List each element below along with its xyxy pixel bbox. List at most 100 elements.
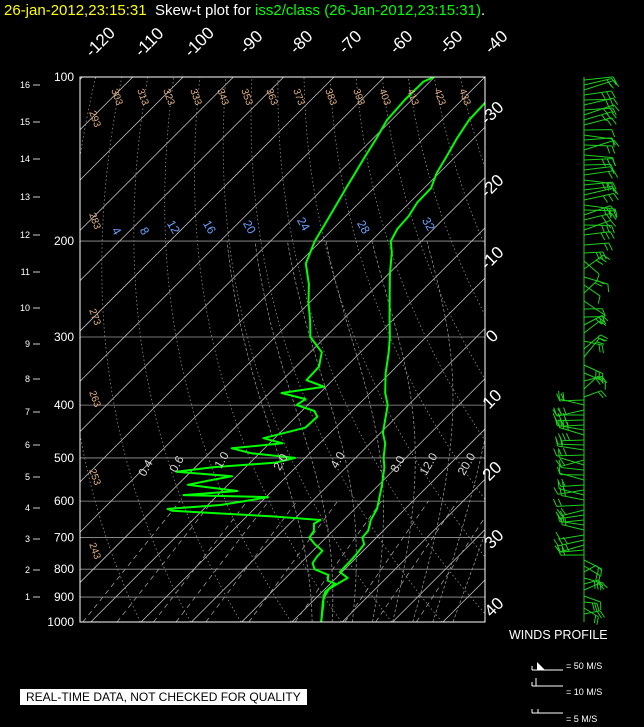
wind-barb-flag (591, 602, 595, 611)
dry-adiabat-label: 423 (431, 87, 447, 107)
height-label: 7 (25, 407, 30, 417)
wind-barb-flag (599, 251, 604, 260)
isotherm-label: -80 (286, 27, 317, 58)
wind-barb-flag (595, 377, 601, 385)
wind-barb-flag (605, 221, 612, 229)
wind-barb-flag (608, 194, 614, 202)
wind-barb-flag (558, 390, 561, 399)
wind-barb-flag (557, 480, 560, 489)
wind-barb (556, 454, 585, 457)
wind-barb-flag (559, 418, 563, 427)
wind-barb-flag (603, 243, 609, 251)
wind-barb-flag (566, 432, 571, 441)
wind-barb (583, 107, 613, 111)
wind-barb-flag (562, 536, 568, 545)
dry-adiabat-label: 263 (86, 389, 102, 409)
moist-adiabat-label: 24 (294, 215, 313, 234)
height-label: 12 (20, 230, 30, 240)
pressure-label: 900 (54, 590, 74, 604)
mixing-ratio-line (153, 500, 248, 622)
wind-barb (561, 524, 585, 531)
quality-notice: REAL-TIME DATA, NOT CHECKED FOR QUALITY (20, 689, 307, 705)
wind-barb-flag (601, 581, 608, 589)
wind-barb-flag (601, 308, 606, 317)
mixing-ratio-line (205, 500, 298, 622)
wind-barb (583, 595, 601, 603)
wind-barb-flag (614, 209, 618, 218)
wind-barb (583, 320, 600, 334)
wind-barb-flag (606, 214, 612, 222)
dry-adiabat (101, 77, 191, 622)
moist-adiabat (452, 532, 485, 622)
wind-barb-flag (605, 207, 612, 214)
wind-barb-flag (563, 407, 567, 416)
wind-barb-flag (596, 611, 602, 619)
wind-barb-flag (613, 187, 619, 195)
wind-barb-flag (555, 531, 561, 540)
wind-barb-flag (558, 537, 564, 546)
wind-barb (583, 76, 614, 81)
wind-barb (561, 467, 585, 471)
wind-barb-flag (561, 478, 566, 487)
chart-title: 26-jan-2012,23:15:31 Skew-t plot for iss… (4, 2, 485, 19)
height-label: 8 (25, 374, 30, 384)
height-label: 4 (25, 503, 30, 513)
wind-barb-flag (596, 341, 605, 345)
dry-adiabat (616, 77, 644, 622)
wind-barb-flag (609, 231, 615, 239)
wind-barb-flag (611, 186, 617, 194)
wind-barb-flag (601, 158, 606, 167)
isotherm-label: 10 (479, 386, 506, 413)
wind-barb-flag (564, 517, 567, 526)
wind-barb-flag (553, 407, 558, 416)
wind-barb-flag (558, 449, 560, 458)
isotherm (80, 77, 184, 181)
wind-barb (583, 375, 598, 390)
mixing-ratio-label: 8.0 (387, 453, 408, 475)
dry-adiabat-label: 383 (322, 87, 338, 107)
wind-barb-flag (560, 438, 563, 447)
wind-barb-flag (613, 140, 620, 147)
wind-barb (583, 300, 605, 316)
wind-barb-flag (601, 92, 606, 100)
wind-barb-flag (598, 344, 601, 353)
pressure-label: 300 (54, 330, 74, 344)
wind-barb-flag (613, 170, 619, 178)
wind-barb-flag (558, 407, 562, 416)
wind-barb-flag (562, 420, 565, 429)
wind-barb (583, 276, 609, 285)
wind-barb-flag (597, 295, 601, 304)
dry-adiabat (222, 77, 393, 622)
isotherm-label: -30 (477, 98, 508, 129)
mixing-ratio-line (294, 500, 382, 622)
wind-barb-flag (562, 412, 567, 421)
mixing-ratio-label: 0.4 (135, 457, 156, 479)
mixing-ratio-line (116, 500, 213, 622)
wind-barb-flag (606, 158, 611, 167)
title-prefix: Skew-t plot for (154, 2, 251, 19)
wind-barb-flag (557, 513, 561, 522)
wind-barb-flag (599, 257, 607, 263)
isotherm-label: -50 (436, 27, 467, 58)
wind-barb-flag (611, 111, 617, 119)
title-suffix: . (480, 2, 486, 19)
moist-adiabat-label: 12 (164, 218, 183, 237)
dry-adiabat-label: 253 (86, 467, 102, 487)
isotherm (544, 77, 644, 622)
wind-barb-flag (601, 182, 607, 191)
isotherm (191, 327, 485, 622)
wind-barb (559, 472, 585, 481)
wind-barb-flag (553, 487, 559, 495)
wind-barb-flag (600, 334, 608, 340)
wind-barb (583, 212, 612, 221)
isotherm (80, 176, 485, 584)
height-label: 13 (20, 192, 30, 202)
dewpoint-trace (166, 77, 435, 622)
moist-adiabat (226, 241, 313, 622)
isotherm (493, 77, 644, 622)
wind-barb-flag (608, 106, 615, 114)
wind-barb-flag (596, 603, 600, 612)
moist-adiabat (432, 436, 485, 622)
dry-adiabat-label: 363 (263, 87, 279, 107)
isotherm-label: -110 (131, 24, 168, 61)
